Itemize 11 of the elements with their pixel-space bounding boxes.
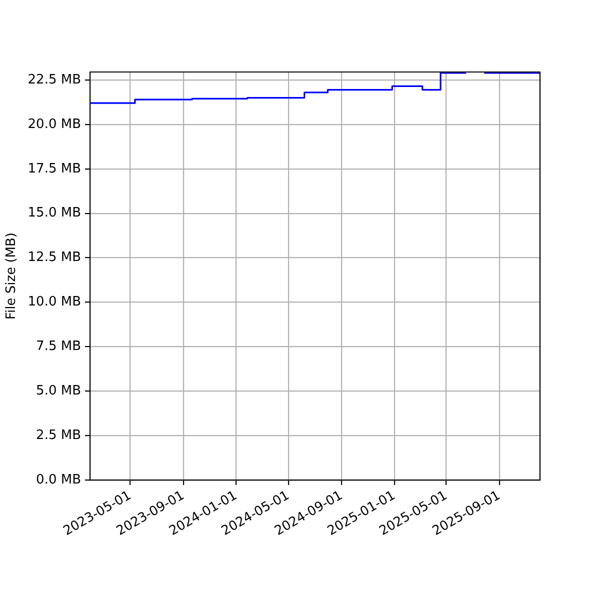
y-tick-label: 5.0 MB xyxy=(36,383,81,398)
y-tick-label: 2.5 MB xyxy=(36,428,81,443)
y-tick-label: 15.0 MB xyxy=(28,206,81,221)
y-axis-title: File Size (MB) xyxy=(4,232,20,320)
y-tick-label: 0.0 MB xyxy=(36,472,81,488)
y-tick-label: 7.5 MB xyxy=(36,339,81,354)
y-tick-label: 20.0 MB xyxy=(28,116,81,132)
y-tick-label: 22.5 MB xyxy=(28,72,81,88)
y-tick-label: 17.5 MB xyxy=(28,161,81,176)
y-tick-label: 10.0 MB xyxy=(28,294,81,310)
y-tick-label: 12.5 MB xyxy=(28,250,81,266)
